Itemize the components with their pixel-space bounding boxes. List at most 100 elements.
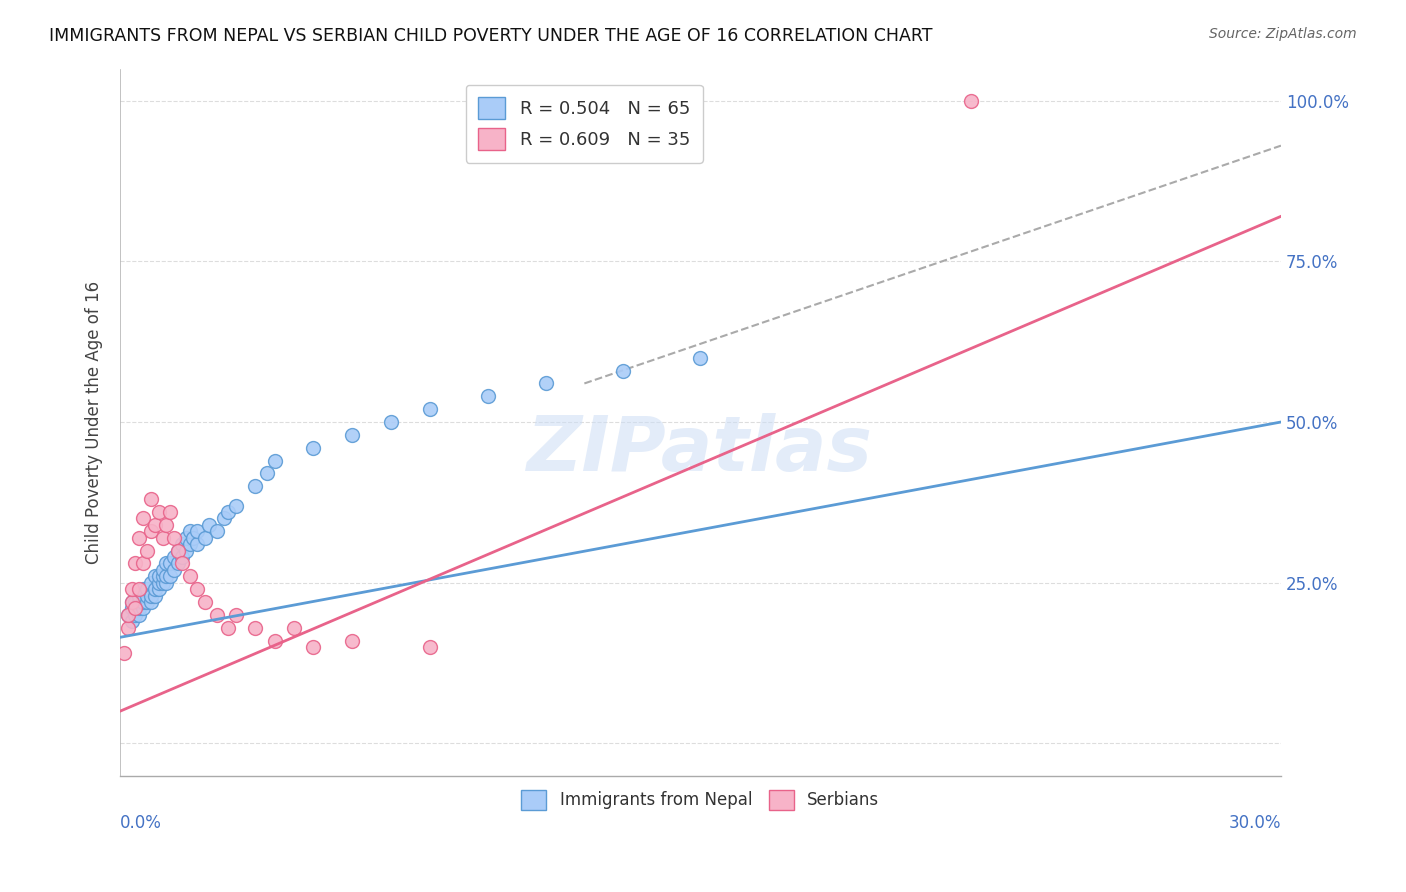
Point [477,389,499,403]
Point [159,569,181,583]
Point [136,589,159,603]
Point [132,582,155,596]
Point [179,524,201,539]
Point [170,549,193,564]
Point [124,557,146,571]
Point [124,595,146,609]
Point [960,94,983,108]
Point [167,543,190,558]
Point [143,582,166,596]
Point [245,621,267,635]
Point [136,543,159,558]
Point [186,582,208,596]
Point [128,601,150,615]
Point [112,647,135,661]
Point [256,467,278,481]
Point [302,640,325,654]
Point [117,607,139,622]
Point [124,607,146,622]
Point [121,595,143,609]
Point [194,531,217,545]
Point [139,595,162,609]
Text: 0.0%: 0.0% [120,814,162,832]
Point [117,621,139,635]
Point [143,569,166,583]
Point [263,453,285,467]
Point [198,517,221,532]
Point [419,402,441,417]
Point [340,428,363,442]
Point [152,563,174,577]
Point [132,589,155,603]
Point [186,537,208,551]
Point [159,505,181,519]
Point [612,363,634,377]
Point [128,595,150,609]
Point [340,633,363,648]
Point [139,589,162,603]
Point [139,492,162,507]
Point [186,524,208,539]
Y-axis label: Child Poverty Under the Age of 16: Child Poverty Under the Age of 16 [86,280,103,564]
Legend: Immigrants from Nepal, Serbians: Immigrants from Nepal, Serbians [515,783,886,817]
Point [143,517,166,532]
Point [225,607,247,622]
Point [214,511,236,525]
Point [132,595,155,609]
Point [128,607,150,622]
Point [143,589,166,603]
Point [263,633,285,648]
Point [121,601,143,615]
Point [124,601,146,615]
Point [159,557,181,571]
Point [132,557,155,571]
Point [121,614,143,628]
Point [534,376,557,391]
Point [225,499,247,513]
Point [117,607,139,622]
Point [183,531,205,545]
Point [217,505,239,519]
Point [152,569,174,583]
Point [128,531,150,545]
Point [174,543,197,558]
Text: 30.0%: 30.0% [1229,814,1281,832]
Point [139,575,162,590]
Point [170,537,193,551]
Point [121,595,143,609]
Point [170,557,193,571]
Point [194,595,217,609]
Point [155,575,177,590]
Point [148,582,170,596]
Point [205,524,228,539]
Point [148,505,170,519]
Text: Source: ZipAtlas.com: Source: ZipAtlas.com [1209,27,1357,41]
Point [132,601,155,615]
Point [174,531,197,545]
Point [155,569,177,583]
Point [136,595,159,609]
Point [245,479,267,493]
Point [136,582,159,596]
Point [128,582,150,596]
Point [179,569,201,583]
Point [163,549,186,564]
Point [302,441,325,455]
Point [155,557,177,571]
Point [163,531,186,545]
Point [148,569,170,583]
Point [689,351,711,365]
Point [148,575,170,590]
Point [139,524,162,539]
Text: ZIPatlas: ZIPatlas [527,413,873,487]
Point [205,607,228,622]
Point [124,601,146,615]
Point [167,557,190,571]
Point [163,563,186,577]
Point [179,537,201,551]
Point [155,517,177,532]
Point [419,640,441,654]
Point [132,511,155,525]
Point [152,531,174,545]
Point [128,589,150,603]
